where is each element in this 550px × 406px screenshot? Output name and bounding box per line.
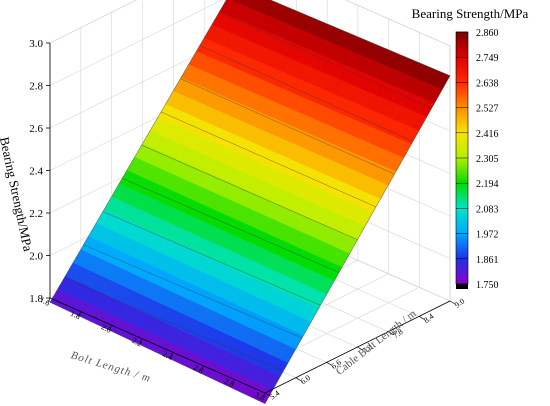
y-tick bbox=[357, 346, 363, 351]
contour-line bbox=[141, 144, 358, 240]
surface-cell bbox=[230, 0, 238, 3]
contour-line bbox=[64, 277, 284, 372]
x-tick-label: 2.2 bbox=[130, 336, 143, 349]
contour-line bbox=[180, 78, 395, 175]
x-tick bbox=[262, 392, 266, 399]
z-tick-label: 2.4 bbox=[29, 166, 43, 178]
x-tick-label: 2.4 bbox=[161, 349, 174, 362]
colorbar-tick-label: 2.860 bbox=[476, 28, 499, 39]
surface-cell bbox=[235, 0, 249, 7]
axis-ticks: 1.82.02.22.42.62.83.01.61.82.02.22.42.62… bbox=[29, 38, 466, 403]
z-tick-label: 2.0 bbox=[29, 251, 43, 263]
surface-edge bbox=[49, 0, 451, 404]
x-tick-label: 3.0 bbox=[253, 390, 266, 403]
z-tick-label: 2.8 bbox=[29, 81, 43, 93]
contour-line bbox=[122, 178, 340, 273]
x-tick bbox=[231, 379, 235, 385]
colorbar-tick-label: 1.750 bbox=[476, 280, 499, 291]
z-tick-label: 2.6 bbox=[29, 123, 43, 135]
y-tick bbox=[295, 377, 302, 381]
contour-line bbox=[83, 244, 303, 339]
z-tick-label: 2.2 bbox=[29, 208, 43, 220]
colorbar-tick-label: 2.083 bbox=[476, 204, 499, 215]
contour-line bbox=[160, 111, 377, 208]
x-tick bbox=[201, 365, 204, 371]
x-axis-line bbox=[49, 297, 266, 394]
y-tick bbox=[418, 316, 425, 320]
x-tick-label: 2.6 bbox=[192, 363, 205, 376]
contour-line bbox=[199, 45, 414, 142]
colorbar-tick-label: 2.638 bbox=[476, 78, 499, 89]
bearing-strength-surface bbox=[49, 0, 451, 404]
colorbar-tick-label: 1.861 bbox=[476, 255, 499, 266]
x-tick-label: 2.8 bbox=[223, 377, 236, 390]
z-tick-label: 1.8 bbox=[29, 293, 43, 305]
x-tick bbox=[109, 325, 112, 331]
colorbar-tick-label: 2.194 bbox=[476, 179, 499, 190]
z-axis-label: Bearing Strength/MPa bbox=[0, 135, 36, 252]
x-tick bbox=[170, 352, 174, 358]
colorbar-tick-label: 2.305 bbox=[476, 154, 499, 165]
x-tick-label: 1.6 bbox=[38, 295, 51, 308]
y-tick bbox=[388, 331, 394, 335]
colorbar-tick-label: 2.416 bbox=[476, 129, 499, 140]
contour-line bbox=[102, 211, 321, 306]
x-axis-label: Bolt Length / m bbox=[69, 349, 152, 385]
x-tick-label: 1.8 bbox=[69, 309, 82, 322]
x-tick bbox=[47, 297, 51, 304]
colorbar-tick-label: 2.749 bbox=[476, 53, 499, 64]
x-tick-label: 2.0 bbox=[100, 322, 113, 335]
y-tick bbox=[326, 362, 332, 366]
y-tick-label: 9.0 bbox=[453, 296, 466, 309]
x-tick bbox=[78, 311, 82, 317]
colorbar-underflow bbox=[456, 284, 468, 289]
z-tick-label: 3.0 bbox=[29, 38, 43, 50]
x-tick bbox=[139, 338, 143, 344]
contour-line bbox=[219, 12, 432, 109]
colorbar-title: Bearing Strength/MPa bbox=[412, 6, 529, 21]
colorbar-tick-label: 1.972 bbox=[476, 230, 499, 241]
y-tick bbox=[449, 300, 456, 305]
y-tick bbox=[264, 392, 271, 397]
colorbar: 2.860 2.749 2.638 2.527 2.416 2.305 2.194 2.083… bbox=[455, 28, 499, 291]
colorbar-tick-label: 2.527 bbox=[476, 104, 499, 115]
surface-cell bbox=[244, 0, 260, 10]
